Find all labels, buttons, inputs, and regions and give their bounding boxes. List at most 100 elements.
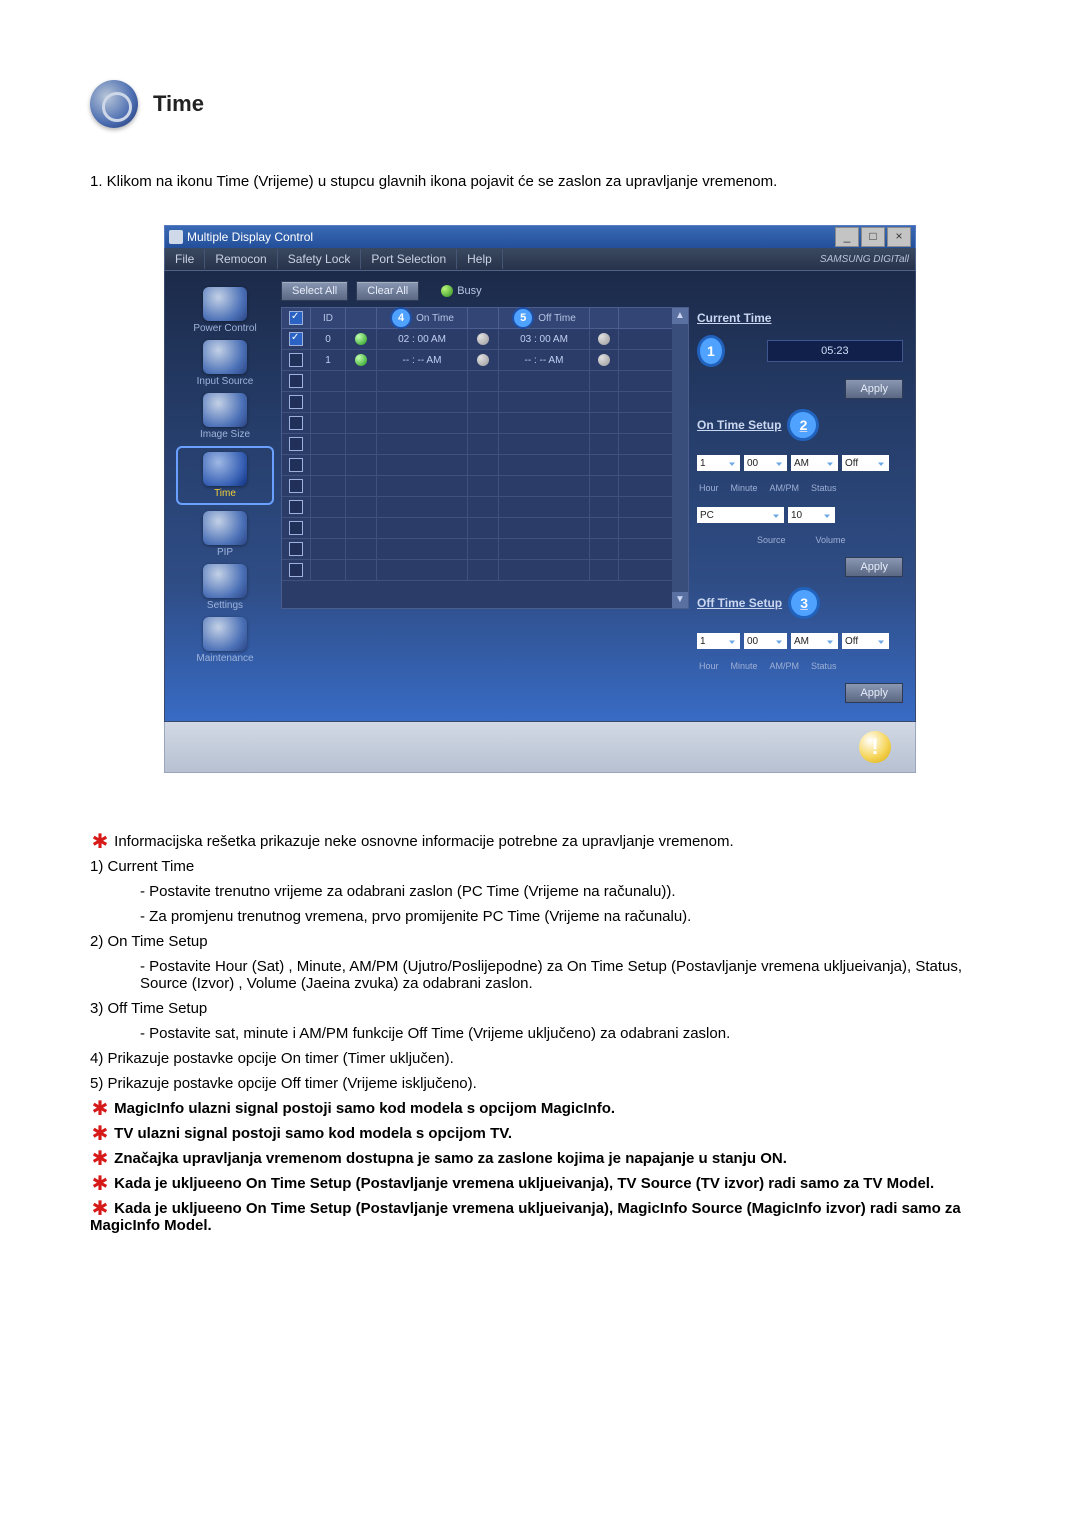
minute-select[interactable]: 00 <box>744 633 787 649</box>
table-row <box>282 413 672 434</box>
row-checkbox[interactable] <box>289 458 303 472</box>
image-size-icon <box>203 393 247 427</box>
table-row[interactable]: 0 02 : 00 AM 03 : 00 AM <box>282 329 672 350</box>
sidebar-item-input-source[interactable]: Input Source <box>180 340 270 387</box>
on-time-row1: 1 00 AM Off <box>697 455 903 471</box>
busy-label: Busy <box>457 285 481 297</box>
off-time-setup-title: Off Time Setup 3 <box>697 587 903 619</box>
menu-port-selection[interactable]: Port Selection <box>361 249 457 269</box>
volume-select[interactable]: 10 <box>788 507 835 523</box>
sidebar-item-power-control[interactable]: Power Control <box>180 287 270 334</box>
settings-icon <box>203 564 247 598</box>
sidebar-item-label: Input Source <box>197 376 254 387</box>
menu-file[interactable]: File <box>165 249 205 269</box>
status-dot-icon <box>477 333 489 345</box>
ampm-select[interactable]: AM <box>791 633 838 649</box>
sidebar-item-label: Settings <box>207 600 243 611</box>
hour-select[interactable]: 1 <box>697 633 740 649</box>
row-checkbox[interactable] <box>289 563 303 577</box>
sidebar-item-maintenance[interactable]: Maintenance <box>180 617 270 664</box>
sidebar-item-image-size[interactable]: Image Size <box>180 393 270 440</box>
input-source-icon <box>203 340 247 374</box>
row-off-time: -- : -- AM <box>499 350 590 370</box>
doc-n4: 4) Prikazuje postavke opcije On timer (T… <box>90 1050 990 1067</box>
time-settings-panel: Current Time 1 05:23 Apply On Time Setup… <box>697 281 903 703</box>
table-row <box>282 560 672 581</box>
row-checkbox[interactable] <box>289 395 303 409</box>
table-row <box>282 476 672 497</box>
row-checkbox[interactable] <box>289 500 303 514</box>
header-off-time: 5 Off Time <box>499 308 590 328</box>
row-checkbox[interactable] <box>289 353 303 367</box>
scroll-up-icon[interactable]: ▲ <box>672 308 688 324</box>
sidebar-item-pip[interactable]: PIP <box>180 511 270 558</box>
row-checkbox[interactable] <box>289 479 303 493</box>
header-status-col <box>346 308 377 328</box>
row-checkbox[interactable] <box>289 374 303 388</box>
header-d2-col <box>468 308 499 328</box>
time-section-icon <box>90 80 138 128</box>
scroll-down-icon[interactable]: ▼ <box>672 592 688 608</box>
apply-button[interactable]: Apply <box>845 557 903 577</box>
on-time-labels2: Source Volume <box>757 535 903 545</box>
status-dot-icon <box>598 354 610 366</box>
star-icon: ✱ <box>90 1102 110 1116</box>
hour-select[interactable]: 1 <box>697 455 740 471</box>
ampm-select[interactable]: AM <box>791 455 838 471</box>
status-dot-icon <box>355 354 367 366</box>
minimize-button[interactable]: _ <box>835 227 859 247</box>
doc-info-line: ✱ Informacijska rešetka prikazuje neke o… <box>90 833 990 850</box>
maximize-button[interactable]: □ <box>861 227 885 247</box>
status-dot-icon <box>598 333 610 345</box>
header-on-time: 4 On Time <box>377 308 468 328</box>
doc-star-5: ✱ Kada je ukljueeno On Time Setup (Posta… <box>90 1200 990 1234</box>
scrollbar[interactable]: ▲ ▼ <box>672 308 688 608</box>
app-icon <box>169 230 183 244</box>
window-title: Multiple Display Control <box>187 230 313 244</box>
main-area: Select All Clear All Busy ID <box>281 281 689 703</box>
current-time-label: Current Time <box>697 311 771 325</box>
menu-help[interactable]: Help <box>457 249 503 269</box>
row-id: 1 <box>311 350 346 370</box>
doc-star-4: ✱ Kada je ukljueeno On Time Setup (Posta… <box>90 1175 990 1192</box>
header-id[interactable]: ID <box>311 308 346 328</box>
apply-button[interactable]: Apply <box>845 379 903 399</box>
row-checkbox[interactable] <box>289 416 303 430</box>
row-checkbox[interactable] <box>289 521 303 535</box>
header-checkbox-col[interactable] <box>282 308 311 328</box>
doc-star-2: ✱ TV ulazni signal postoji samo kod mode… <box>90 1125 990 1142</box>
off-time-setup-label: Off Time Setup <box>697 596 782 610</box>
select-all-button[interactable]: Select All <box>281 281 348 301</box>
current-time-title: Current Time <box>697 311 903 325</box>
doc-n2-a: - Postavite Hour (Sat) , Minute, AM/PM (… <box>140 958 990 992</box>
status-select[interactable]: Off <box>842 633 889 649</box>
table-row[interactable]: 1 -- : -- AM -- : -- AM <box>282 350 672 371</box>
table-row <box>282 497 672 518</box>
row-off-time: 03 : 00 AM <box>499 329 590 349</box>
sidebar-item-time[interactable]: Time <box>176 446 274 505</box>
close-button[interactable]: × <box>887 227 911 247</box>
on-time-row2: PC 10 <box>697 507 903 523</box>
apply-button[interactable]: Apply <box>845 683 903 703</box>
doc-n2-head: 2) On Time Setup <box>90 933 990 950</box>
doc-n1-a: - Postavite trenutno vrijeme za odabrani… <box>140 883 990 900</box>
menu-safety-lock[interactable]: Safety Lock <box>278 249 362 269</box>
callout-4-icon: 4 <box>390 307 412 329</box>
on-time-setup-label: On Time Setup <box>697 418 781 432</box>
status-dot-icon <box>355 333 367 345</box>
menu-remocon[interactable]: Remocon <box>205 249 277 269</box>
header-on-time-label: On Time <box>416 313 454 324</box>
clear-all-button[interactable]: Clear All <box>356 281 419 301</box>
sidebar-item-settings[interactable]: Settings <box>180 564 270 611</box>
minute-select[interactable]: 00 <box>744 455 787 471</box>
row-checkbox[interactable] <box>289 437 303 451</box>
row-checkbox[interactable] <box>289 332 303 346</box>
pip-icon <box>203 511 247 545</box>
scroll-track[interactable] <box>672 324 688 592</box>
sidebar-item-label: PIP <box>217 547 233 558</box>
source-select[interactable]: PC <box>697 507 784 523</box>
row-checkbox[interactable] <box>289 542 303 556</box>
callout-1-icon: 1 <box>697 335 725 367</box>
display-grid: ID 4 On Time 5 Off Time <box>281 307 689 609</box>
status-select[interactable]: Off <box>842 455 889 471</box>
